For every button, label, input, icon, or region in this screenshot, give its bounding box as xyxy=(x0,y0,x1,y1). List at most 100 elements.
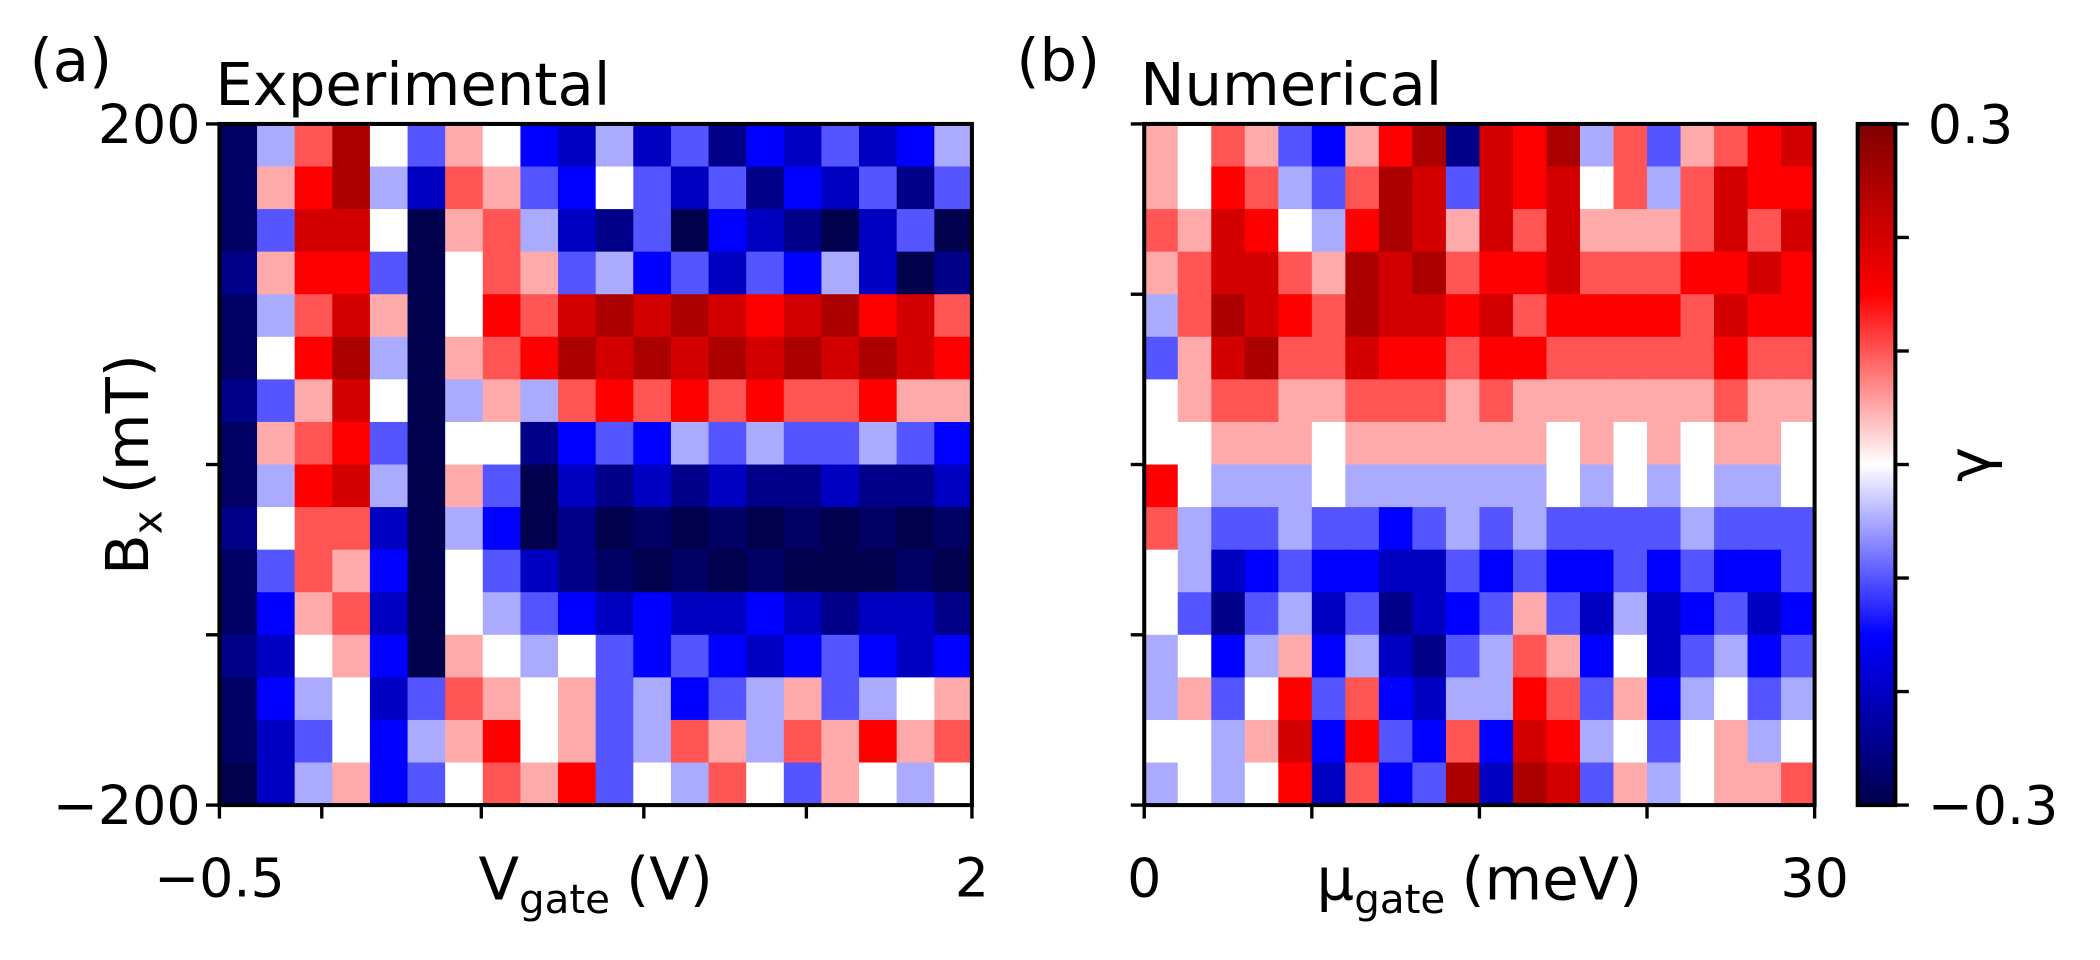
heatmap-cell xyxy=(821,294,860,338)
heatmap-cell xyxy=(1311,421,1347,466)
heatmap-cell xyxy=(1781,549,1816,594)
heatmap-cell xyxy=(369,677,409,721)
heatmap-cell xyxy=(1445,762,1481,806)
heatmap-cell xyxy=(595,634,635,679)
heatmap-cell xyxy=(1244,549,1280,594)
heatmap-cell xyxy=(520,336,559,381)
heatmap-cell xyxy=(1345,336,1380,381)
heatmap-cell xyxy=(595,421,635,466)
heatmap-cell xyxy=(332,592,371,636)
heatmap-cell xyxy=(1144,336,1179,381)
heatmap-cell xyxy=(1647,166,1682,210)
heatmap-cell xyxy=(595,251,635,296)
heatmap-cell xyxy=(896,166,936,210)
heatmap-cell xyxy=(558,762,597,806)
heatmap-cell xyxy=(257,549,296,594)
heatmap-cell xyxy=(783,251,823,296)
heatmap-cell xyxy=(1546,464,1581,508)
heatmap-cell xyxy=(1144,677,1179,721)
heatmap-cell xyxy=(294,762,334,806)
heatmap-cell xyxy=(633,549,672,594)
heatmap-cell xyxy=(1579,464,1615,508)
heatmap-cell xyxy=(934,464,973,508)
heatmap-cell xyxy=(896,123,936,168)
heatmap-cell xyxy=(1579,379,1615,423)
heatmap-cell xyxy=(1278,166,1313,210)
heatmap-cell xyxy=(1345,634,1380,679)
heatmap-cell xyxy=(1479,379,1514,423)
heatmap-cell xyxy=(896,719,936,764)
heatmap-cell xyxy=(1512,209,1548,253)
heatmap-cell xyxy=(1412,379,1447,423)
heatmap-cell xyxy=(783,336,823,381)
heatmap-cell xyxy=(1714,762,1749,806)
heatmap-cell xyxy=(1445,677,1481,721)
heatmap-cell xyxy=(1479,166,1514,210)
heatmap-cell xyxy=(1747,592,1782,636)
heatmap-cell xyxy=(896,762,936,806)
heatmap-cell xyxy=(1714,719,1749,764)
heatmap-cell xyxy=(1278,677,1313,721)
heatmap-cell xyxy=(1211,464,1246,508)
heatmap-cell xyxy=(1579,549,1615,594)
heatmap-cell xyxy=(821,677,860,721)
heatmap-cell xyxy=(1613,634,1648,679)
heatmap-cell xyxy=(708,209,747,253)
heatmap-cell xyxy=(746,251,785,296)
x-axis-label-sub: gate xyxy=(519,876,610,923)
heatmap-cell xyxy=(1345,166,1380,210)
heatmap-cell xyxy=(783,762,823,806)
heatmap-cell xyxy=(520,464,559,508)
heatmap-cell xyxy=(257,166,296,210)
heatmap-cell xyxy=(1714,592,1749,636)
heatmap-cell xyxy=(482,677,522,721)
heatmap-cell xyxy=(445,379,484,423)
heatmap-cell xyxy=(1512,251,1548,296)
heatmap-cell xyxy=(746,634,785,679)
heatmap-cell xyxy=(633,464,672,508)
heatmap-cell xyxy=(1714,421,1749,466)
heatmap-cell xyxy=(746,592,785,636)
heatmap-cell xyxy=(670,464,710,508)
heatmap-cell xyxy=(1747,464,1782,508)
heatmap-cell xyxy=(708,719,747,764)
heatmap-cell xyxy=(934,251,973,296)
heatmap-cell xyxy=(1345,464,1380,508)
heatmap-cell xyxy=(1546,677,1581,721)
colorbar-tick-label: 0.3 xyxy=(1928,93,2014,156)
heatmap-cell xyxy=(896,294,936,338)
heatmap-cell xyxy=(1177,464,1213,508)
heatmap-cell xyxy=(294,379,334,423)
heatmap-cell xyxy=(294,166,334,210)
heatmap-cell xyxy=(369,294,409,338)
heatmap-cell xyxy=(219,209,258,253)
heatmap-cell xyxy=(1412,762,1447,806)
heatmap-cell xyxy=(1445,251,1481,296)
heatmap-cell xyxy=(1211,166,1246,210)
heatmap-cell xyxy=(520,677,559,721)
heatmap-cell xyxy=(1747,166,1782,210)
heatmap-cell xyxy=(859,507,898,551)
heatmap-cell xyxy=(1579,421,1615,466)
heatmap-cell xyxy=(482,634,522,679)
panel-title: Numerical xyxy=(1140,50,1442,119)
heatmap-cell xyxy=(1144,166,1179,210)
heatmap-cell xyxy=(934,209,973,253)
heatmap-cell xyxy=(1378,379,1414,423)
heatmap-cell xyxy=(1345,507,1380,551)
heatmap-cell xyxy=(1177,294,1213,338)
heatmap-cell xyxy=(219,549,258,594)
heatmap-cell xyxy=(1781,507,1816,551)
heatmap-cell xyxy=(332,719,371,764)
heatmap-cell xyxy=(708,123,747,168)
heatmap-cell xyxy=(1579,123,1615,168)
heatmap-cell xyxy=(1412,123,1447,168)
heatmap-cell xyxy=(633,592,672,636)
heatmap-cell xyxy=(708,677,747,721)
heatmap-cell xyxy=(783,507,823,551)
heatmap-cell xyxy=(482,251,522,296)
heatmap-cell xyxy=(1680,549,1715,594)
heatmap-cell xyxy=(1781,677,1816,721)
heatmap-cell xyxy=(219,251,258,296)
heatmap-cell xyxy=(746,166,785,210)
